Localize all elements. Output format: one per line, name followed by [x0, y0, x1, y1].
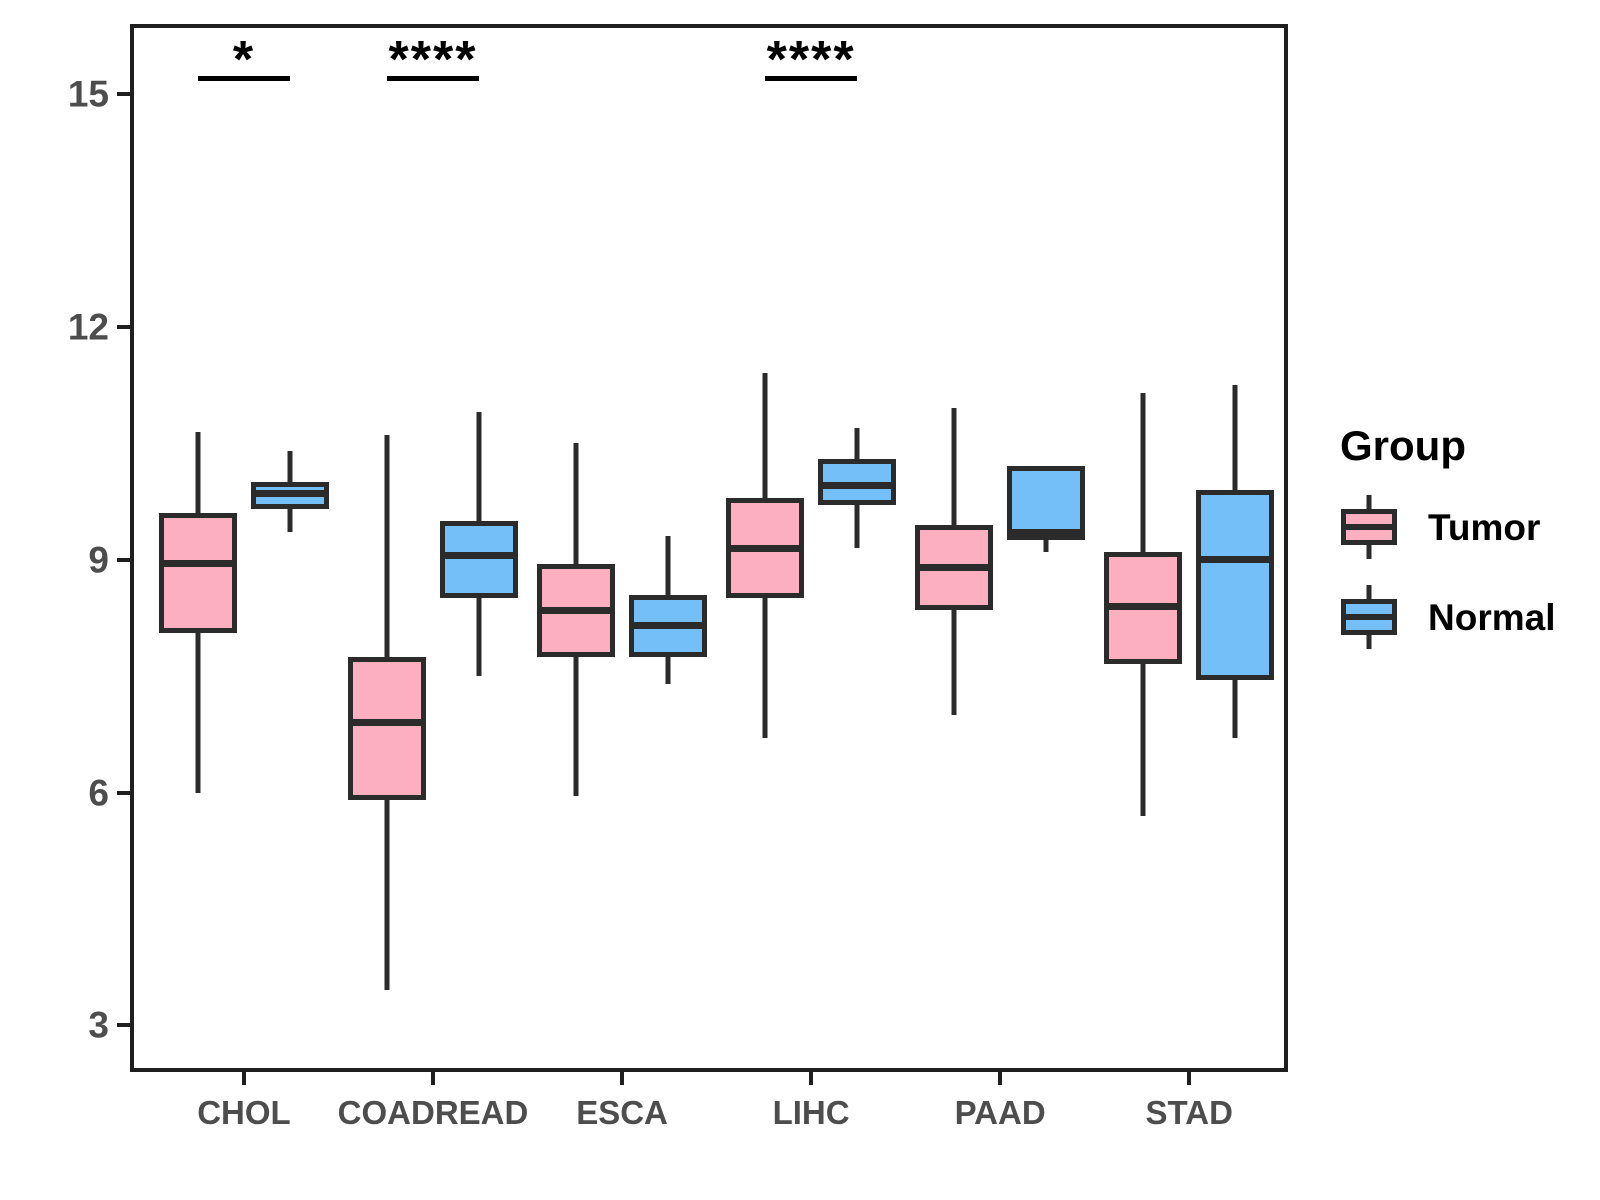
- box-tumor-ESCA-median: [541, 606, 612, 614]
- box-tumor-ESCA-lower-whisker: [573, 656, 579, 797]
- x-tick-mark: [998, 1072, 1003, 1085]
- legend-entry-label: Tumor: [1428, 506, 1541, 548]
- y-tick-label: 15: [67, 73, 109, 115]
- box-tumor-COADREAD: [348, 656, 426, 801]
- x-tick-label: COADREAD: [337, 1094, 529, 1131]
- box-tumor-STAD-upper-whisker: [1140, 392, 1146, 552]
- box-tumor-STAD-median: [1108, 602, 1179, 610]
- legend-entry-normal: Normal: [1340, 585, 1590, 649]
- box-normal-PAAD-lower-whisker: [1043, 540, 1049, 552]
- legend-glyph-normal: [1340, 585, 1398, 649]
- significance-label-COADREAD: ****: [388, 31, 478, 89]
- box-tumor-CHOL: [158, 513, 237, 634]
- box-normal-CHOL-median: [254, 490, 325, 498]
- box-tumor-COADREAD-lower-whisker: [384, 800, 390, 991]
- y-tick-label: 6: [88, 772, 109, 814]
- y-tick-mark: [117, 1023, 130, 1028]
- box-tumor-LIHC-median: [730, 544, 801, 552]
- box-tumor-CHOL-upper-whisker: [195, 431, 201, 514]
- box-tumor-PAAD-upper-whisker: [951, 408, 957, 525]
- x-tick-mark: [1187, 1072, 1192, 1085]
- box-normal-LIHC-median: [822, 482, 893, 490]
- box-normal-CHOL-lower-whisker: [287, 509, 293, 533]
- box-normal-STAD-upper-whisker: [1232, 384, 1238, 490]
- box-normal-CHOL-upper-whisker: [287, 450, 293, 482]
- box-tumor-PAAD-median: [919, 563, 990, 571]
- legend-entries: Tumor Normal: [1340, 495, 1590, 649]
- legend-glyph-lower-whisker: [1366, 545, 1372, 559]
- y-tick-label: 12: [67, 306, 109, 348]
- legend-glyph-upper-whisker: [1366, 495, 1372, 509]
- legend-entry-label: Normal: [1428, 596, 1556, 638]
- box-normal-STAD: [1196, 489, 1275, 680]
- box-tumor-LIHC-upper-whisker: [762, 373, 768, 498]
- y-tick-label: 3: [88, 1004, 109, 1046]
- box-normal-LIHC: [818, 458, 897, 506]
- legend-glyph-upper-whisker: [1366, 585, 1372, 599]
- box-normal-LIHC-lower-whisker: [854, 505, 860, 548]
- box-tumor-CHOL-median: [162, 560, 233, 568]
- box-normal-PAAD: [1007, 466, 1086, 541]
- box-normal-ESCA-upper-whisker: [665, 536, 671, 595]
- x-tick-mark: [620, 1072, 625, 1085]
- legend: Group Tumor Normal: [1340, 425, 1590, 675]
- box-tumor-PAAD-lower-whisker: [951, 610, 957, 715]
- box-normal-ESCA-median: [633, 622, 704, 630]
- legend-glyph-lower-whisker: [1366, 635, 1372, 649]
- box-normal-COADREAD-median: [444, 552, 514, 560]
- significance-bar-LIHC: [765, 76, 858, 81]
- y-tick-mark: [117, 790, 130, 795]
- legend-glyph-tumor: [1340, 495, 1398, 559]
- significance-bar-CHOL: [197, 76, 290, 81]
- box-tumor-CHOL-lower-whisker: [195, 633, 201, 793]
- x-tick-label: LIHC: [772, 1094, 850, 1131]
- x-tick-mark: [241, 1072, 246, 1085]
- plot-panel: [130, 24, 1288, 1072]
- legend-entry-tumor: Tumor: [1340, 495, 1590, 559]
- significance-label-LIHC: ****: [766, 31, 856, 89]
- box-tumor-LIHC-lower-whisker: [762, 598, 768, 739]
- x-tick-label: STAD: [1145, 1094, 1233, 1131]
- significance-label-CHOL: *: [232, 31, 256, 89]
- x-tick-label: PAAD: [954, 1094, 1046, 1131]
- box-normal-COADREAD-upper-whisker: [476, 412, 482, 521]
- box-normal-STAD-median: [1200, 556, 1271, 564]
- x-tick-mark: [431, 1072, 435, 1085]
- x-tick-label: CHOL: [197, 1094, 291, 1131]
- legend-glyph-median: [1341, 524, 1397, 530]
- y-tick-mark: [117, 324, 130, 329]
- box-tumor-COADREAD-upper-whisker: [384, 435, 390, 657]
- y-tick-label: 9: [88, 539, 109, 581]
- legend-glyph-median: [1341, 614, 1397, 620]
- legend-title: Group: [1340, 422, 1466, 469]
- x-tick-label: ESCA: [576, 1094, 668, 1131]
- box-normal-LIHC-upper-whisker: [854, 427, 860, 459]
- x-tick-mark: [809, 1072, 814, 1085]
- box-normal-STAD-lower-whisker: [1232, 679, 1238, 739]
- box-tumor-STAD-lower-whisker: [1140, 664, 1146, 816]
- box-normal-PAAD-median: [1011, 528, 1082, 536]
- box-tumor-COADREAD-median: [352, 719, 422, 727]
- significance-bar-COADREAD: [387, 76, 479, 81]
- box-normal-ESCA-lower-whisker: [665, 656, 671, 684]
- y-tick-mark: [117, 557, 130, 562]
- box-tumor-ESCA-upper-whisker: [573, 443, 579, 564]
- box-normal-COADREAD: [440, 520, 518, 599]
- y-tick-mark: [117, 91, 130, 96]
- box-normal-COADREAD-lower-whisker: [476, 598, 482, 677]
